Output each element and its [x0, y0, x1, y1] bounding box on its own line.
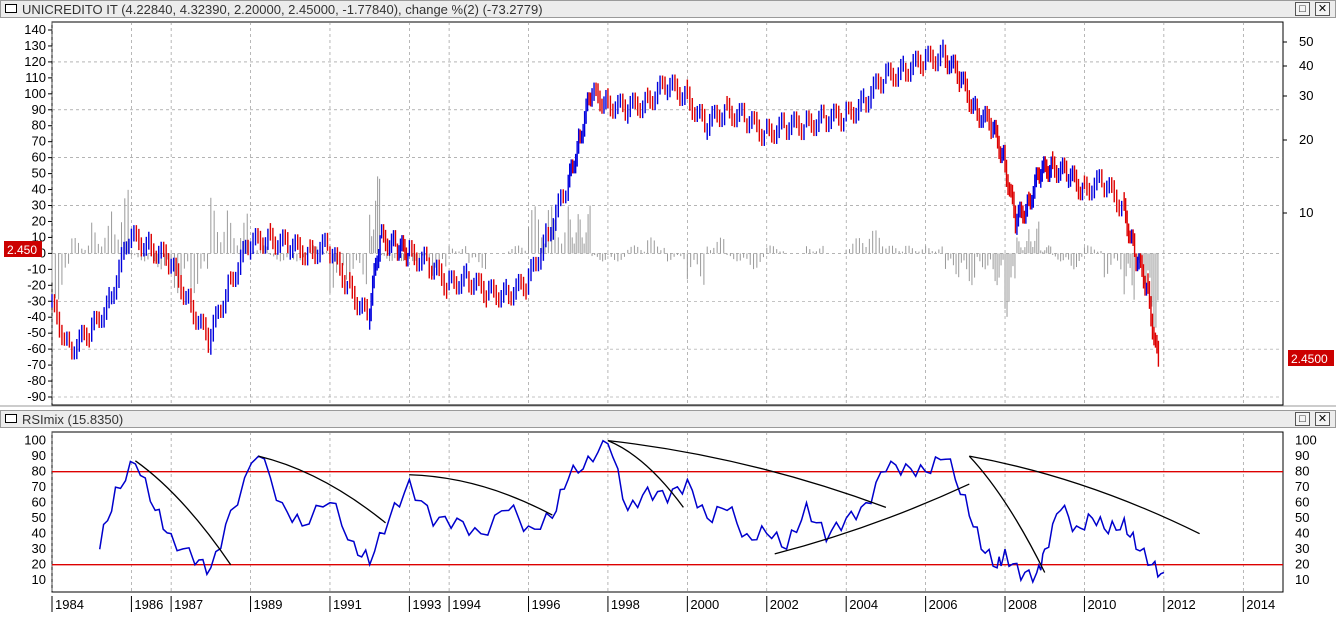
x-axis-tick-label: 1998: [611, 597, 640, 612]
rsi-left-tick-label: 90: [32, 448, 46, 463]
rsi-left-tick-label: 50: [32, 510, 46, 525]
rsi-right-tick-label: 50: [1295, 510, 1309, 525]
price-left-tick-label: 30: [32, 198, 46, 213]
rsi-right-tick-label: 60: [1295, 495, 1309, 510]
price-left-tick-label: -30: [27, 293, 46, 308]
x-axis-tick-label: 1991: [333, 597, 362, 612]
price-right-tick-label: 20: [1299, 132, 1313, 147]
price-left-tick-label: 0: [39, 245, 46, 260]
x-axis-tick-label: 2004: [849, 597, 878, 612]
x-axis-tick-label: 2000: [690, 597, 719, 612]
rsi-trend-line: [607, 440, 887, 508]
x-axis-tick-label: 1987: [174, 597, 203, 612]
rsi-trend-line: [258, 455, 386, 524]
rsi-left-tick-label: 100: [24, 433, 46, 448]
panel-window-icon[interactable]: [5, 4, 17, 13]
price-left-tick-label: -60: [27, 341, 46, 356]
price-right-tick-label: 50: [1299, 34, 1313, 49]
panel-window-icon[interactable]: [5, 414, 17, 423]
rsi-line: [98, 439, 1165, 585]
x-axis-tick-label: 1989: [254, 597, 283, 612]
rsi-right-tick-label: 70: [1295, 479, 1309, 494]
price-right-tick-label: 30: [1299, 88, 1313, 103]
price-left-tick-label: 120: [24, 54, 46, 69]
rsi-trend-line: [409, 474, 553, 516]
rsi-right-tick-label: 80: [1295, 464, 1309, 479]
rsi-left-tick-label: 20: [32, 557, 46, 572]
rsi-trend-line: [135, 460, 232, 566]
price-right-tick-label: 40: [1299, 58, 1313, 73]
x-axis-tick-label: 2008: [1008, 597, 1037, 612]
x-axis-tick-label: 1996: [532, 597, 561, 612]
price-right-tick-label: 10: [1299, 205, 1313, 220]
price-left-tick-label: 110: [25, 70, 46, 85]
rsi-right-tick-label: 100: [1295, 433, 1317, 448]
rsi-panel-minimize-button[interactable]: □: [1295, 412, 1310, 426]
price-left-tick-label: -20: [27, 277, 46, 292]
rsi-left-tick-label: 10: [32, 572, 46, 587]
price-plot-area: [51, 21, 1284, 406]
price-left-tick-label: 80: [32, 118, 46, 133]
rsi-panel-close-button[interactable]: ✕: [1315, 412, 1330, 426]
x-axis-tick-label: 1993: [412, 597, 441, 612]
price-left-tick-label: -40: [27, 309, 46, 324]
price-left-tick-label: -90: [27, 389, 46, 404]
last-value-left-badge: [4, 241, 42, 257]
rsi-right-tick-label: 40: [1295, 526, 1309, 541]
price-left-tick-label: -70: [27, 357, 46, 372]
price-left-tick-label: 50: [32, 166, 46, 181]
rsi-left-tick-label: 40: [32, 526, 46, 541]
x-axis-tick-label: 2012: [1167, 597, 1196, 612]
price-panel-close-button[interactable]: ✕: [1315, 2, 1330, 16]
rsi-trend-line: [607, 440, 684, 508]
x-axis-tick-label: 2002: [770, 597, 799, 612]
price-left-tick-label: 70: [32, 134, 46, 149]
rsi-panel-title: RSImix (15.8350): [22, 412, 124, 427]
rsi-left-tick-label: 60: [32, 495, 46, 510]
price-panel-header: UNICREDITO IT (4.22840, 4.32390, 2.20000…: [0, 0, 1336, 18]
x-axis-tick-label: 1986: [134, 597, 163, 612]
last-value-right-badge: [1288, 350, 1334, 366]
x-axis-tick-label: 2010: [1087, 597, 1116, 612]
price-left-tick-label: 40: [32, 182, 46, 197]
rsi-right-tick-label: 10: [1295, 572, 1309, 587]
price-left-tick-label: 20: [32, 213, 46, 228]
price-left-tick-label: 10: [32, 229, 46, 244]
price-left-tick-label: 60: [32, 150, 46, 165]
x-axis-tick-label: 1984: [55, 597, 84, 612]
rsi-trend-line: [774, 483, 970, 555]
rsi-plot-area: [51, 431, 1284, 593]
x-axis-tick-label: 2014: [1246, 597, 1275, 612]
rsi-right-tick-label: 20: [1295, 557, 1309, 572]
rsi-right-tick-label: 30: [1295, 541, 1309, 556]
last-value-left-label: 2.450: [7, 243, 37, 257]
price-left-tick-label: -10: [27, 261, 46, 276]
rsi-trend-line: [969, 455, 1200, 535]
price-left-tick-label: 100: [24, 86, 46, 101]
price-left-tick-label: 90: [32, 102, 46, 117]
rsi-panel-header: RSImix (15.8350) □ ✕: [0, 410, 1336, 428]
price-panel-title: UNICREDITO IT (4.22840, 4.32390, 2.20000…: [22, 2, 543, 17]
rsi-left-tick-label: 30: [32, 541, 46, 556]
rsi-trend-line: [968, 455, 1046, 573]
price-left-tick-label: -50: [27, 325, 46, 340]
rsi-left-tick-label: 70: [32, 479, 46, 494]
rsi-right-tick-label: 90: [1295, 448, 1309, 463]
price-left-tick-label: -80: [27, 373, 46, 388]
x-axis-tick-label: 2006: [929, 597, 958, 612]
last-value-right-label: 2.4500: [1291, 352, 1328, 366]
price-left-tick-label: 130: [24, 38, 46, 53]
rsi-left-tick-label: 80: [32, 464, 46, 479]
price-left-tick-label: 140: [24, 22, 46, 37]
x-axis-tick-label: 1994: [452, 597, 481, 612]
price-panel-minimize-button[interactable]: □: [1295, 2, 1310, 16]
